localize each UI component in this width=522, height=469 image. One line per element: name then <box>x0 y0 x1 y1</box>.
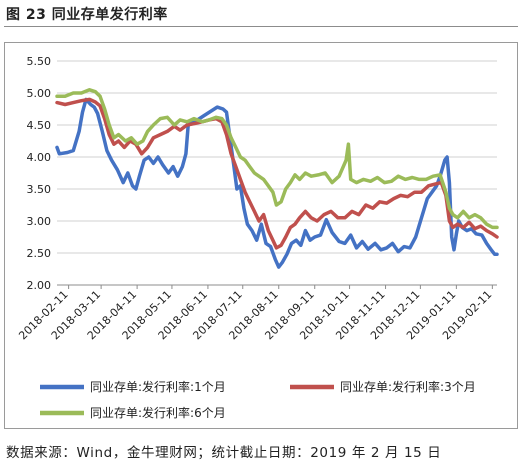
legend-label: 同业存单:发行利率:3个月 <box>340 379 476 394</box>
series-line <box>55 97 499 250</box>
y-tick-label: 4.00 <box>27 151 52 164</box>
y-tick-label: 4.50 <box>27 119 52 132</box>
legend-label: 同业存单:发行利率:1个月 <box>90 379 226 394</box>
y-tick-label: 2.50 <box>27 247 52 260</box>
y-tick-label: 2.00 <box>27 279 52 292</box>
title-divider <box>4 26 518 27</box>
figure-title: 图 23 同业存单发行利率 <box>6 7 168 23</box>
y-tick-label: 5.50 <box>27 55 52 68</box>
y-tick-label: 3.50 <box>27 183 52 196</box>
legend-label: 同业存单:发行利率:6个月 <box>90 405 226 420</box>
chart-frame <box>4 42 518 429</box>
y-tick-label: 5.00 <box>27 87 52 100</box>
y-tick-label: 3.00 <box>27 215 52 228</box>
source-note: 数据来源：Wind，金牛理财网；统计截止日期：2019 年 2 月 15 日 <box>6 445 442 461</box>
series-line <box>55 88 499 230</box>
